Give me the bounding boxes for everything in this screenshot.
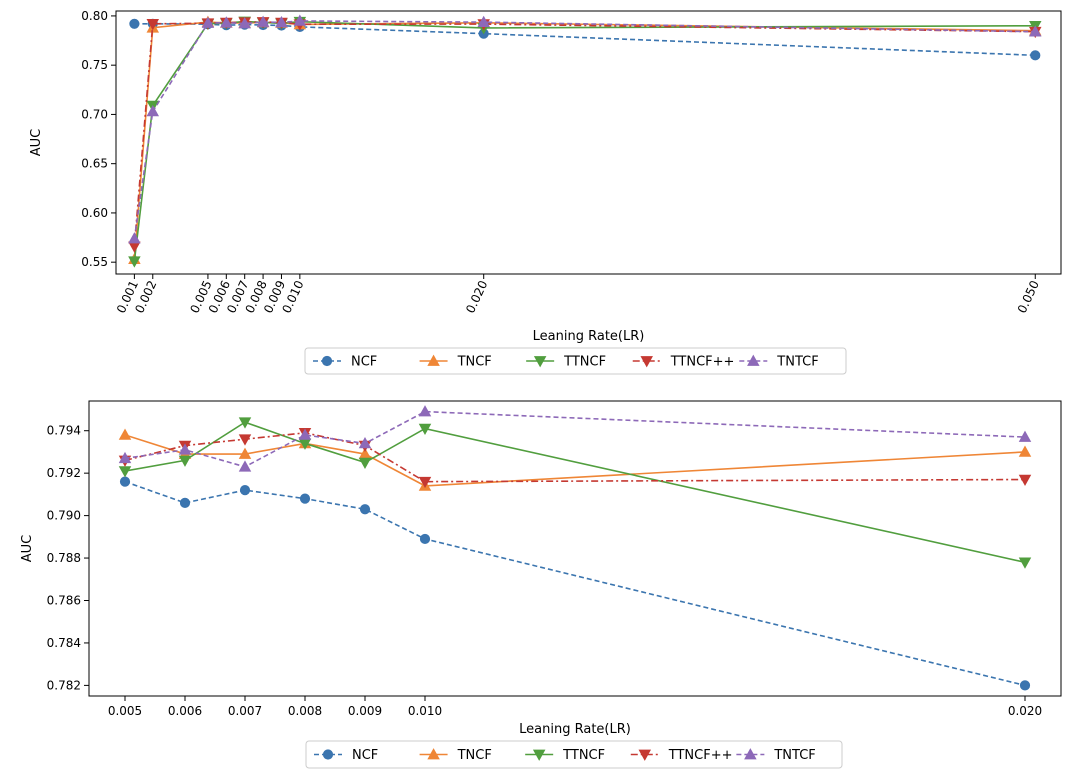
data-point-tntcf [418, 405, 432, 417]
data-point-tntcf [256, 15, 270, 27]
legend-marker-ttncfplusplus [640, 356, 653, 368]
data-point-ncf [239, 485, 251, 496]
legend-marker-ttncfplusplus [638, 749, 652, 761]
x-tick-label: 0.009 [348, 704, 382, 718]
data-point-ncf [299, 493, 311, 504]
data-point-tntcf [118, 451, 132, 464]
legend-marker-tntcf [747, 354, 760, 366]
data-point-ttncfplusplus [238, 434, 252, 446]
data-point-ttncf [178, 455, 192, 467]
bottom-series-group [118, 405, 1032, 691]
data-point-tntcf [275, 15, 288, 28]
data-point-ttncf [418, 423, 432, 436]
series-line-ttncfplusplus [133, 21, 1036, 247]
y-tick-label: 0.782 [47, 678, 81, 692]
data-point-ttncfplusplus [418, 476, 432, 489]
y-tick-label: 0.80 [81, 9, 108, 23]
bottom-y-axis-label: AUC [20, 535, 35, 563]
y-tick-label: 0.792 [47, 466, 81, 480]
top-x-axis-label: Leaning Rate(LR) [533, 329, 645, 344]
data-point-tntcf [477, 15, 490, 27]
data-point-ncf [129, 18, 140, 29]
data-point-ttncf [128, 256, 141, 268]
series-line-ncf [134, 23, 1036, 57]
data-point-tncf [238, 447, 252, 459]
data-point-tntcf [1018, 430, 1032, 442]
legend-label-ttncf: TTNCF [563, 355, 606, 370]
bottom-axis-ticks: 0.005 0.006 0.007 0.008 0.009 0.010 0.020 0.782… [47, 424, 1043, 718]
data-point-ncf [1019, 680, 1031, 691]
legend-label-ncf: NCF [352, 748, 378, 763]
data-point-tntcf [128, 232, 141, 244]
legend-label-tncf: TNCF [457, 355, 492, 370]
legend-label-ttncf: TTNCF [562, 748, 605, 763]
y-tick-label: 0.788 [47, 551, 81, 565]
y-tick-label: 0.75 [81, 58, 108, 72]
data-point-ncf [359, 504, 371, 515]
bottom-plot-frame [88, 400, 1062, 697]
top-y-axis-label: AUC [29, 129, 44, 157]
legend-label-tntcf: TNTCF [773, 748, 815, 763]
x-tick-label: 0.007 [228, 704, 262, 718]
legend-box [304, 347, 847, 375]
legend-marker-ttncf [533, 356, 547, 368]
x-tick-label: 0.006 [168, 704, 202, 718]
legend-box [305, 740, 843, 769]
legend-label-tncf: TNCF [457, 748, 492, 763]
bottom-x-axis-label: Leaning Rate(LR) [519, 722, 631, 737]
data-point-tntcf [293, 14, 307, 26]
y-tick-label: 0.65 [81, 157, 108, 171]
data-point-tntcf [238, 460, 252, 472]
legend-marker-tncf [427, 354, 440, 366]
bottom-legend: NCF TNCF TTNCF TTNCF++ TNTCF [305, 740, 843, 769]
top-plot-frame [115, 10, 1062, 275]
y-tick-label: 0.786 [47, 593, 81, 607]
x-tick-label: 0.008 [288, 704, 322, 718]
data-point-tntcf [146, 105, 160, 117]
data-point-tntcf [201, 16, 215, 28]
legend-label-ttncfplusplus: TTNCF++ [670, 355, 735, 370]
data-point-ttncfplusplus [146, 18, 160, 31]
data-point-ncf [119, 476, 131, 487]
data-point-tntcf [178, 443, 192, 455]
legend-marker-ncf [321, 355, 333, 367]
data-point-ttncf [358, 457, 372, 469]
data-point-tncf [118, 428, 132, 440]
x-tick-label: 0.020 [1008, 704, 1042, 718]
data-point-ncf [419, 533, 431, 545]
y-tick-label: 0.55 [81, 255, 108, 269]
legend-label-tntcf: TNTCF [776, 355, 818, 370]
y-tick-label: 0.794 [47, 424, 81, 438]
y-tick-label: 0.790 [47, 509, 81, 523]
series-line-tntcf [133, 20, 1036, 239]
data-point-ncf [1030, 50, 1041, 61]
legend-marker-ncf [322, 749, 334, 760]
legend-marker-tntcf [744, 748, 757, 760]
data-point-tntcf [1029, 25, 1042, 37]
data-point-tncf [1018, 445, 1032, 457]
y-tick-label: 0.784 [47, 636, 81, 650]
x-tick-label: 0.010 [408, 704, 442, 718]
data-point-ttncfplusplus [1018, 474, 1032, 486]
data-point-ttncf [238, 417, 252, 429]
legend-label-ttncfplusplus: TTNCF++ [668, 748, 733, 763]
legend-label-ncf: NCF [351, 355, 377, 370]
legend-marker-ttncf [532, 749, 546, 761]
bottom-chart: 0.005 0.006 0.007 0.008 0.009 0.010 0.020 0.782… [20, 400, 1062, 769]
x-tick-label: 0.005 [108, 704, 142, 718]
y-tick-label: 0.70 [81, 107, 108, 121]
y-tick-label: 0.60 [81, 206, 108, 220]
data-point-tntcf [238, 17, 251, 29]
series-line-ttncf [133, 20, 1036, 262]
data-point-tntcf [220, 16, 233, 28]
legend-marker-tncf [427, 748, 440, 760]
data-point-tntcf [358, 437, 372, 449]
top-series-group [128, 14, 1042, 268]
top-legend: NCF TNCF TTNCF TTNCF++ TNTCF [304, 347, 847, 375]
data-point-ttncf [1018, 557, 1032, 569]
data-point-tntcf [298, 428, 312, 440]
data-point-ncf [179, 497, 191, 508]
